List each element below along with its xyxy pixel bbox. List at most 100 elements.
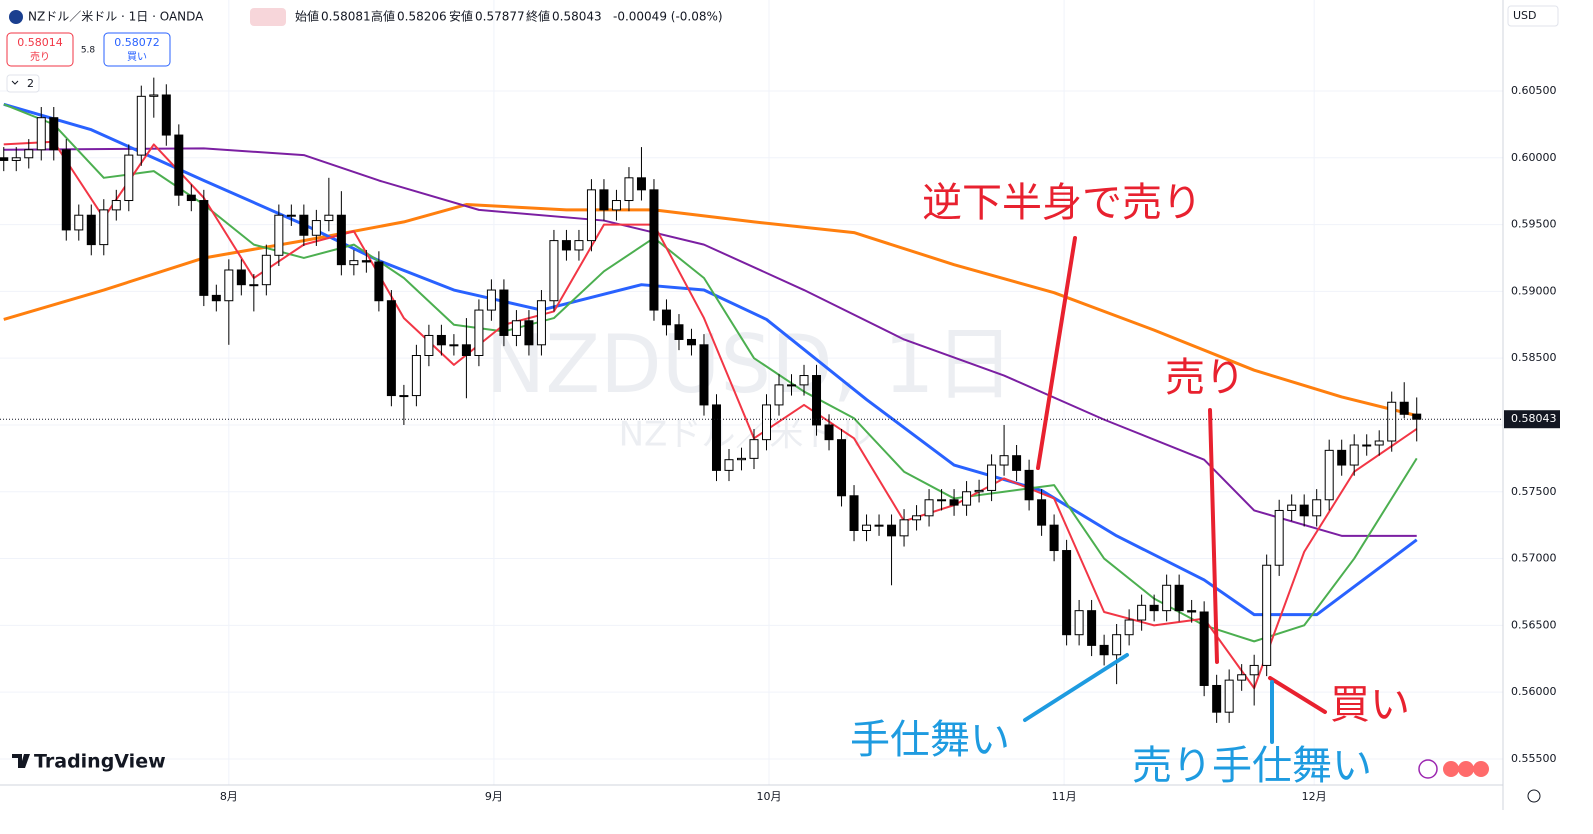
- candle-body: [1224, 679, 1234, 713]
- candle-body: [762, 404, 772, 441]
- candle-body: [524, 320, 534, 346]
- ohlc-value: 0.58081: [321, 10, 371, 24]
- annotation: 手仕舞い: [850, 717, 1010, 763]
- candle-body: [199, 200, 209, 296]
- candle-body: [937, 499, 947, 502]
- candle-body: [1037, 499, 1047, 526]
- event-icon[interactable]: [1443, 761, 1459, 777]
- ohlc-value: 0.57877: [475, 10, 525, 24]
- candle-body: [924, 499, 934, 517]
- buy-label: 買い: [127, 51, 147, 63]
- candle-body: [649, 189, 659, 311]
- candle-body: [1112, 634, 1122, 656]
- candle-body: [424, 334, 434, 356]
- event-icon[interactable]: [1458, 761, 1474, 777]
- candle-body: [749, 439, 759, 459]
- candle-body: [1187, 610, 1197, 613]
- sell-button[interactable]: [6, 32, 74, 67]
- logo: TradingView: [34, 751, 166, 773]
- axes: 0.60500 0.60000 0.59500 0.59000 0.58500 0.580…: [220, 84, 1560, 803]
- candle-body: [974, 489, 984, 493]
- ohlc-label: 高値: [371, 9, 395, 24]
- candle-body: [1012, 455, 1022, 471]
- event-icon[interactable]: [1418, 759, 1438, 779]
- annotation: 逆下半身で売り: [922, 180, 1202, 226]
- candle-body: [962, 491, 972, 506]
- candle-body: [411, 354, 421, 397]
- candle-body: [61, 149, 71, 231]
- candle-body: [111, 200, 121, 211]
- candle-body: [149, 94, 159, 97]
- ohlc-label: 始値: [295, 9, 319, 24]
- candle-body: [812, 375, 822, 426]
- candle-body: [486, 289, 496, 311]
- candle-body: [236, 269, 246, 286]
- candle-body: [211, 294, 221, 302]
- event-icon[interactable]: [1473, 761, 1489, 777]
- candle-body: [249, 284, 259, 287]
- candle-body: [837, 439, 847, 497]
- candle-body: [787, 384, 797, 387]
- candle-body: [0, 157, 9, 161]
- indicator-count: 2: [27, 77, 34, 90]
- candle-body: [999, 455, 1009, 466]
- currency-button[interactable]: [1507, 5, 1559, 27]
- candle-body: [311, 220, 321, 236]
- arrow: [1208, 408, 1219, 664]
- y-tick-label: 0.59000: [1511, 284, 1557, 297]
- candle-body: [124, 154, 134, 202]
- candle-body: [274, 214, 284, 256]
- buy-button[interactable]: [103, 32, 171, 67]
- candle-body: [1149, 604, 1159, 612]
- y-tick-label: 0.57000: [1511, 552, 1557, 565]
- candle-body: [286, 214, 296, 217]
- candle-body: [24, 149, 34, 159]
- plot: [0, 77, 1503, 723]
- y-tick-label: 0.55500: [1511, 752, 1557, 765]
- status-badge: [250, 8, 286, 26]
- candle-body: [699, 344, 709, 406]
- x-tick-label: 12月: [1302, 790, 1327, 803]
- candle-body: [586, 189, 596, 242]
- candle-body: [599, 189, 609, 211]
- candle-body: [736, 457, 746, 461]
- arrow: [1023, 653, 1129, 722]
- candle-body: [36, 117, 46, 151]
- candle-body: [174, 134, 184, 196]
- candle-body: [1199, 611, 1209, 686]
- candle-body: [1337, 449, 1347, 466]
- candle-body: [1324, 449, 1334, 501]
- candle-body: [674, 324, 684, 340]
- moving-average: [3, 203, 1418, 418]
- candle-body: [511, 320, 521, 336]
- candle-body: [1412, 413, 1422, 420]
- settings-icon[interactable]: [1527, 789, 1541, 803]
- candle-body: [261, 254, 271, 286]
- chevron: [11, 80, 19, 85]
- candle-body: [336, 214, 346, 266]
- candle-body: [724, 459, 734, 471]
- price-tag: [1504, 410, 1560, 429]
- candle-body: [849, 495, 859, 532]
- indicator-toggle[interactable]: [6, 74, 40, 93]
- y-tick-label: 0.58500: [1511, 351, 1557, 364]
- x-tick-label: 11月: [1052, 790, 1077, 803]
- ohlc-value: 0.58043: [552, 10, 602, 24]
- candle-body: [361, 260, 371, 263]
- candle-body: [1299, 504, 1309, 517]
- candle-body: [186, 194, 196, 202]
- candle-body: [611, 200, 621, 211]
- candle-body: [1174, 584, 1184, 612]
- candle-body: [1349, 444, 1359, 466]
- candle-body: [349, 260, 359, 266]
- candle-body: [74, 214, 84, 231]
- x-tick-label: 8月: [220, 790, 238, 803]
- change: -0.00049 (-0.08%): [613, 10, 723, 24]
- candle-body: [1049, 524, 1059, 552]
- candle-body: [949, 499, 959, 506]
- sell-price: 0.58014: [17, 36, 63, 49]
- ohlc-label: 安値: [449, 9, 473, 24]
